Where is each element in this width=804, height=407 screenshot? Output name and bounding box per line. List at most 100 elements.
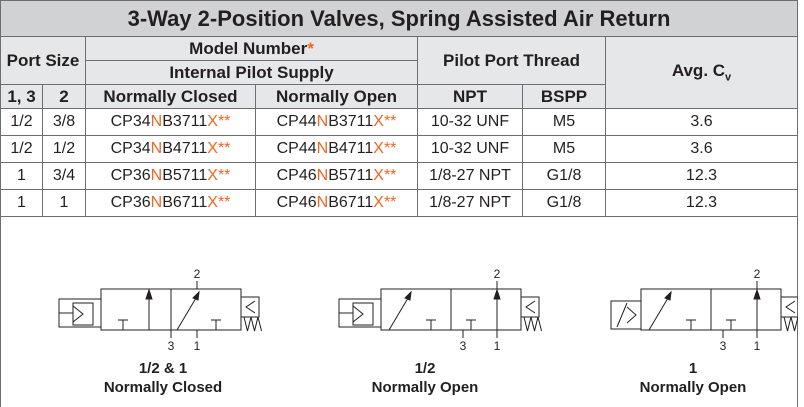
model-text: B3711 bbox=[328, 113, 374, 130]
row: 1/2 3/8 CP34NB3711X** CP44NB3711X** 10-32 UN… bbox=[0, 108, 798, 136]
sub-header: BSPP bbox=[522, 84, 606, 109]
cell: 1/2 bbox=[42, 135, 86, 163]
valve-box bbox=[170, 288, 242, 331]
model-variable: N bbox=[150, 113, 163, 130]
row: 1 3/4 CP36NB5711X** CP46NB5711X** 1/8-27 NPT… bbox=[0, 162, 798, 190]
row: 1/2 1/2 CP34NB4711X** CP44NB4711X** 10-32 UN… bbox=[0, 135, 798, 163]
pilot-box bbox=[352, 302, 374, 326]
sub-header: Normally Closed bbox=[85, 84, 256, 109]
arrow-head bbox=[753, 288, 761, 300]
subscript: v bbox=[725, 71, 732, 84]
cell: 1/8-27 NPT bbox=[417, 162, 523, 190]
cell: G1/8 bbox=[522, 189, 606, 217]
sub-header: NPT bbox=[417, 84, 523, 109]
sub-header: Normally Open bbox=[255, 84, 418, 109]
model-text: CP36 bbox=[110, 167, 151, 184]
model-variable: X** bbox=[207, 113, 231, 130]
port-label: 2 bbox=[494, 267, 501, 281]
model-cell: CP46NB5711X** bbox=[255, 162, 418, 190]
model-cell: CP44NB4711X** bbox=[255, 135, 418, 163]
cell: 1 bbox=[42, 189, 86, 217]
model-cell: CP34NB3711X** bbox=[85, 108, 256, 136]
model-text: B3711 bbox=[162, 113, 208, 130]
model-variable: X** bbox=[207, 140, 231, 157]
caption: 1/2 & 1 bbox=[139, 360, 187, 377]
model-text: B4711 bbox=[328, 140, 374, 157]
return-pilot bbox=[240, 296, 260, 318]
header: Avg. Cv bbox=[605, 36, 798, 109]
valve-box bbox=[640, 288, 712, 331]
model-text: CP34 bbox=[110, 113, 151, 130]
port-label: 1 bbox=[494, 339, 501, 353]
model-text: B4711 bbox=[162, 140, 208, 157]
table-title: 3-Way 2-Position Valves, Spring Assisted… bbox=[0, 0, 798, 37]
model-text: B6711 bbox=[328, 194, 374, 211]
model-text: CP46 bbox=[276, 167, 317, 184]
model-variable: N bbox=[316, 194, 329, 211]
header: Port Size bbox=[0, 36, 86, 85]
model-cell: CP44NB3711X** bbox=[255, 108, 418, 136]
cell: 1/2 bbox=[0, 108, 43, 136]
sub-header: 2 bbox=[42, 84, 86, 109]
cell: 1 bbox=[0, 162, 43, 190]
model-variable: N bbox=[150, 140, 163, 157]
port-label: 1 bbox=[194, 339, 201, 353]
pilot-box bbox=[72, 302, 94, 326]
model-text: CP44 bbox=[276, 113, 317, 130]
model-variable: N bbox=[316, 167, 329, 184]
caption: Normally Closed bbox=[104, 379, 222, 396]
caption: 1 bbox=[689, 360, 697, 377]
spring bbox=[781, 316, 802, 332]
return-pilot bbox=[520, 296, 540, 318]
arrow-head bbox=[145, 288, 153, 300]
spring bbox=[521, 316, 542, 332]
valve-box bbox=[380, 288, 452, 331]
caption: Normally Open bbox=[640, 379, 747, 396]
row: 1 1 CP36NB6711X** CP46NB6711X** 1/8-27 NPT G1… bbox=[0, 189, 798, 217]
cell: 12.3 bbox=[605, 189, 798, 217]
diagrams: 2 3 1 1/2 & 1 Normally Closed 2 3 1 1/2 Normally … bbox=[58, 267, 802, 396]
model-variable: N bbox=[150, 167, 163, 184]
model-variable: N bbox=[316, 140, 329, 157]
model-variable: X** bbox=[207, 167, 231, 184]
pilot-triangle bbox=[626, 306, 637, 324]
return-triangle bbox=[525, 300, 536, 314]
model-cell: CP46NB6711X** bbox=[255, 189, 418, 217]
return-pilot bbox=[780, 296, 800, 318]
diagram-cell: 2 3 1 1/2 & 1 Normally Closed 2 3 1 1/2 Normally … bbox=[0, 216, 802, 407]
model-variable: X** bbox=[373, 194, 397, 211]
model-text: CP36 bbox=[110, 194, 151, 211]
valve-box bbox=[710, 288, 782, 331]
arrow-head bbox=[493, 288, 501, 300]
pilot-triangle bbox=[352, 305, 364, 323]
cell: 3.6 bbox=[605, 135, 798, 163]
asterisk: * bbox=[307, 38, 314, 58]
return-triangle bbox=[785, 300, 796, 314]
model-variable: X** bbox=[373, 140, 397, 157]
header-text: Avg. C bbox=[671, 61, 726, 81]
model-cell: CP36NB6711X** bbox=[85, 189, 256, 217]
cell: 10-32 UNF bbox=[417, 135, 523, 163]
cell: M5 bbox=[522, 135, 606, 163]
model-variable: X** bbox=[373, 113, 397, 130]
header: Model Number* bbox=[85, 36, 418, 61]
header-text: Model Number bbox=[189, 38, 308, 58]
arrow-head bbox=[664, 290, 672, 301]
model-cell: CP34NB4711X** bbox=[85, 135, 256, 163]
cell: 3/4 bbox=[42, 162, 86, 190]
header: Internal Pilot Supply bbox=[85, 60, 418, 85]
cell: 12.3 bbox=[605, 162, 798, 190]
cell: 1/2 bbox=[0, 135, 43, 163]
model-variable: N bbox=[316, 113, 329, 130]
model-variable: N bbox=[150, 194, 163, 211]
model-text: CP44 bbox=[276, 140, 317, 157]
arrow-head bbox=[192, 290, 200, 301]
caption: Normally Open bbox=[372, 379, 479, 396]
port-label: 3 bbox=[460, 339, 467, 353]
model-variable: X** bbox=[373, 167, 397, 184]
model-cell: CP36NB5711X** bbox=[85, 162, 256, 190]
port-label: 2 bbox=[754, 267, 761, 281]
model-text: CP46 bbox=[276, 194, 317, 211]
valve-box bbox=[450, 288, 522, 331]
